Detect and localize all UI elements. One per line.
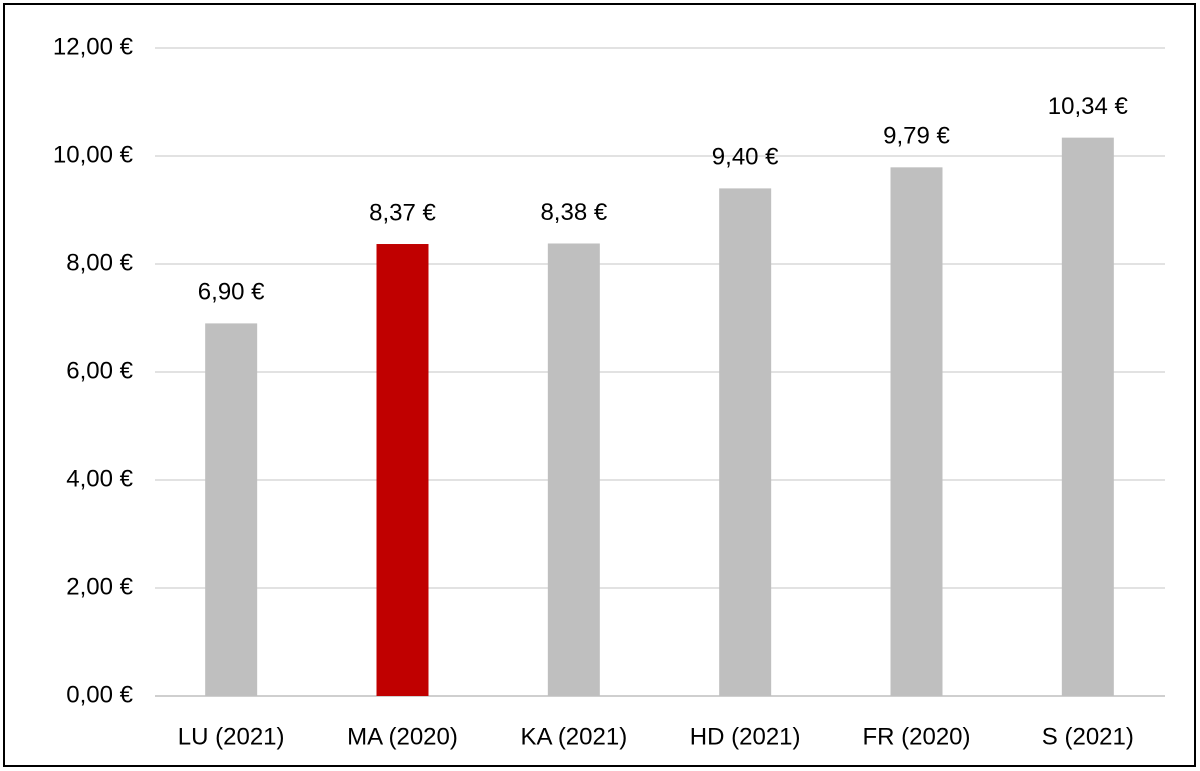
data-label: 10,34 €: [1048, 93, 1129, 120]
data-label: 6,90 €: [198, 279, 265, 306]
bar: [376, 244, 429, 696]
bar: [1061, 137, 1114, 696]
x-tick-label: KA (2021): [520, 723, 627, 750]
y-tick-label: 10,00 €: [53, 141, 134, 168]
data-label: 9,79 €: [883, 123, 950, 150]
bar: [205, 323, 258, 696]
x-tick-label: FR (2020): [862, 723, 970, 750]
x-tick-label: S (2021): [1042, 723, 1134, 750]
y-tick-label: 8,00 €: [66, 249, 133, 276]
y-tick-label: 4,00 €: [66, 465, 133, 492]
y-tick-label: 6,00 €: [66, 357, 133, 384]
bar: [547, 243, 600, 697]
y-tick-label: 12,00 €: [53, 33, 134, 60]
x-tick-label: LU (2021): [178, 723, 285, 750]
data-label: 8,38 €: [540, 199, 607, 226]
y-tick-label: 0,00 €: [66, 681, 133, 708]
y-tick-label: 2,00 €: [66, 573, 133, 600]
data-label: 9,40 €: [712, 144, 779, 171]
x-tick-label: HD (2021): [690, 723, 801, 750]
bar: [890, 167, 943, 697]
data-label: 8,37 €: [369, 199, 436, 226]
x-tick-label: MA (2020): [347, 723, 458, 750]
bar: [719, 188, 772, 696]
